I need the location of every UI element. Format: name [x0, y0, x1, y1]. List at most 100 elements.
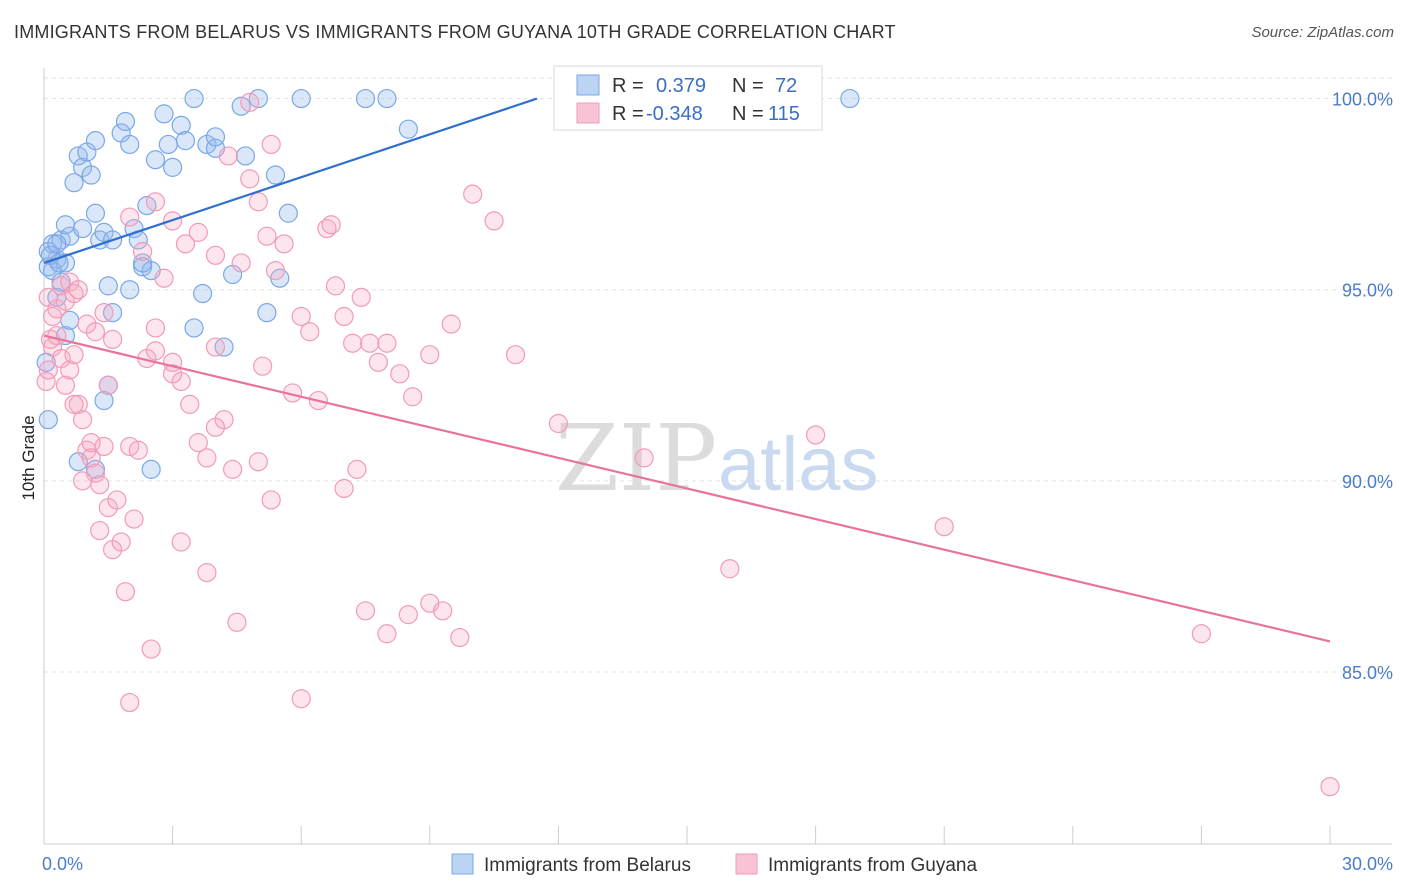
- belarus-point-23: [145, 150, 166, 170]
- guyana-point-28: [197, 448, 217, 468]
- belarus-point-36: [235, 146, 256, 166]
- belarus-point-70: [840, 88, 860, 109]
- x-tick-label-start: 0.0%: [42, 854, 83, 874]
- watermark: ZIP atlas: [555, 405, 879, 512]
- belarus-point-71: [398, 119, 418, 139]
- belarus-point-60: [72, 218, 93, 239]
- guyana-point-50: [390, 364, 410, 384]
- guyana-point-52: [420, 345, 440, 365]
- belarus-point-67: [377, 88, 397, 109]
- guyana-point-80: [145, 192, 166, 212]
- chart-title: IMMIGRANTS FROM BELARUS VS IMMIGRANTS FR…: [14, 22, 896, 42]
- x-tick-label-end: 30.0%: [1342, 854, 1393, 874]
- guyana-point-23: [154, 268, 174, 288]
- guyana-point-113: [321, 215, 341, 235]
- legend-swatch-guyana: [576, 102, 600, 124]
- guyana-point-35: [257, 226, 277, 246]
- guyana-point-20: [128, 440, 148, 460]
- y-axis-label: 10th Grade: [19, 415, 38, 500]
- guyana-point-57: [548, 413, 569, 434]
- guyana-point-95: [377, 624, 397, 644]
- guyana-point-75: [85, 322, 106, 342]
- belarus-point-25: [158, 134, 178, 155]
- guyana-point-18: [115, 582, 136, 602]
- guyana-point-100: [334, 478, 354, 499]
- guyana-point-33: [240, 169, 260, 189]
- guyana-point-5: [60, 360, 80, 380]
- guyana-point-60: [805, 425, 826, 445]
- guyana-point-92: [120, 692, 140, 713]
- legend-n-value-belarus: 72: [775, 75, 797, 97]
- guyana-point-36: [265, 261, 286, 281]
- guyana-point-73: [68, 280, 88, 300]
- belarus-point-14: [98, 276, 118, 296]
- belarus-point-6: [64, 173, 84, 193]
- guyana-point-6: [64, 345, 84, 365]
- belarus-point-19: [124, 218, 144, 239]
- guyana-point-96: [398, 605, 418, 625]
- guyana-point-13: [94, 436, 114, 457]
- belarus-point-51: [141, 459, 161, 479]
- belarus-trend-line: [43, 97, 538, 264]
- guyana-point-27: [188, 433, 208, 453]
- guyana-point-77: [102, 329, 123, 350]
- guyana-point-93: [291, 689, 311, 709]
- guyana-point-49: [377, 333, 397, 353]
- belarus-point-66: [205, 127, 226, 147]
- y-tick-label-3: 100.0%: [1332, 90, 1393, 110]
- guyana-point-45: [343, 333, 363, 353]
- guyana-point-84: [205, 245, 226, 265]
- legend-n-label-guyana: N =: [732, 103, 764, 125]
- guyana-point-85: [218, 146, 238, 166]
- legend-swatch-belarus-bottom: [451, 853, 474, 875]
- belarus-point-49: [94, 390, 114, 411]
- guyana-point-79: [132, 241, 153, 262]
- guyana-point-46: [351, 287, 371, 307]
- guyana-point-89: [197, 562, 217, 583]
- belarus-point-27: [171, 115, 191, 135]
- belarus-point-39: [265, 165, 286, 185]
- guyana-point-8: [72, 410, 93, 430]
- guyana-point-76: [94, 303, 114, 323]
- x-tick-labels: 0.0% 30.0%: [42, 854, 1393, 874]
- belarus-point-10: [81, 165, 101, 185]
- guyana-point-110: [90, 520, 110, 541]
- guyana-point-47: [360, 333, 380, 353]
- belarus-point-53: [38, 410, 58, 430]
- guyana-point-109: [72, 471, 93, 491]
- guyana-point-40: [300, 322, 320, 342]
- guyana-point-88: [171, 532, 191, 552]
- guyana-point-32: [231, 253, 251, 273]
- legend-r-value-guyana: -0.348: [646, 103, 703, 125]
- guyana-trend-line: [43, 334, 1331, 643]
- belarus-point-40: [278, 203, 298, 223]
- legend-r-label-guyana: R =: [612, 103, 644, 125]
- belarus-point-63: [120, 280, 140, 300]
- guyana-point-53: [441, 314, 461, 334]
- guyana-point-44: [334, 306, 354, 327]
- legend-swatch-belarus: [576, 74, 600, 96]
- source-credit: Source: ZipAtlas.com: [1251, 24, 1394, 41]
- belarus-point-69: [355, 88, 376, 109]
- guyana-point-78: [120, 207, 140, 227]
- guyana-point-7: [68, 394, 88, 414]
- guyana-point-54: [463, 184, 483, 204]
- guyana-point-39: [291, 306, 311, 327]
- axes: [43, 68, 1392, 845]
- watermark-zip: ZIP: [555, 405, 717, 512]
- guyana-point-102: [248, 452, 268, 472]
- guyana-point-105: [163, 364, 183, 384]
- trend-lines: [43, 97, 1331, 643]
- legend-n-label-belarus: N =: [732, 75, 764, 97]
- legend-swatch-guyana-bottom: [735, 853, 758, 875]
- guyana-point-104: [205, 417, 226, 437]
- belarus-point-57: [47, 234, 67, 254]
- legend-n-value-guyana: 115: [768, 103, 800, 125]
- guyana-point-34: [248, 192, 268, 212]
- guyana-point-55: [484, 211, 504, 231]
- guyana-point-99: [450, 627, 470, 648]
- guyana-point-17: [111, 532, 131, 552]
- guyana-point-103: [261, 490, 281, 510]
- y-tick-label-0: 85.0%: [1342, 663, 1393, 683]
